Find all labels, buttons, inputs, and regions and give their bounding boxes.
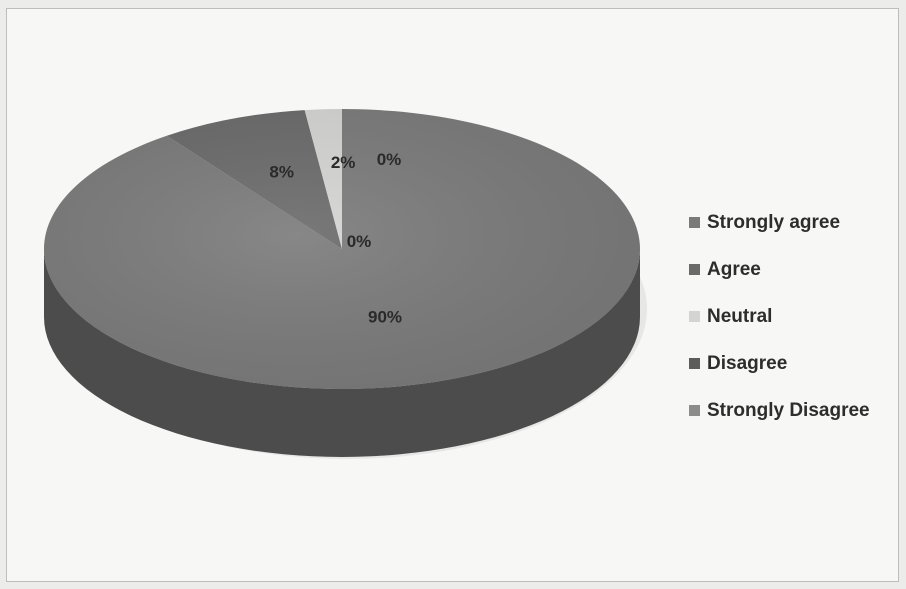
legend-label-agree: Agree xyxy=(707,258,761,280)
legend-item-strongly-agree: Strongly agree xyxy=(689,199,870,246)
legend-swatch-neutral xyxy=(689,311,700,322)
legend-label-neutral: Neutral xyxy=(707,305,773,327)
legend-swatch-disagree xyxy=(689,358,700,369)
legend-item-agree: Agree xyxy=(689,246,870,293)
pie-side-strongly-agree xyxy=(44,249,640,457)
legend-swatch-strongly-disagree xyxy=(689,405,700,416)
pie-side xyxy=(44,249,640,457)
data-labels: 90% 8% 2% 0% 0% xyxy=(269,150,402,326)
data-label-disagree: 0% xyxy=(377,150,402,169)
legend: Strongly agree Agree Neutral Disagree St… xyxy=(689,199,870,434)
legend-label-strongly-agree: Strongly agree xyxy=(707,211,841,233)
chart-frame: 90% 8% 2% 0% 0% Strongly agree Agree Neutral… xyxy=(6,8,899,582)
legend-item-strongly-disagree: Strongly Disagree xyxy=(689,387,870,434)
legend-item-neutral: Neutral xyxy=(689,293,870,340)
legend-label-strongly-disagree: Strongly Disagree xyxy=(707,399,870,421)
data-label-strongly-disagree: 0% xyxy=(347,232,372,251)
pie-top xyxy=(43,109,640,389)
data-label-agree: 8% xyxy=(269,162,294,181)
legend-swatch-agree xyxy=(689,264,700,275)
legend-label-disagree: Disagree xyxy=(707,352,788,374)
data-label-neutral: 2% xyxy=(331,153,356,172)
legend-swatch-strongly-agree xyxy=(689,217,700,228)
legend-item-disagree: Disagree xyxy=(689,340,870,387)
data-label-strongly-agree: 90% xyxy=(368,307,402,326)
